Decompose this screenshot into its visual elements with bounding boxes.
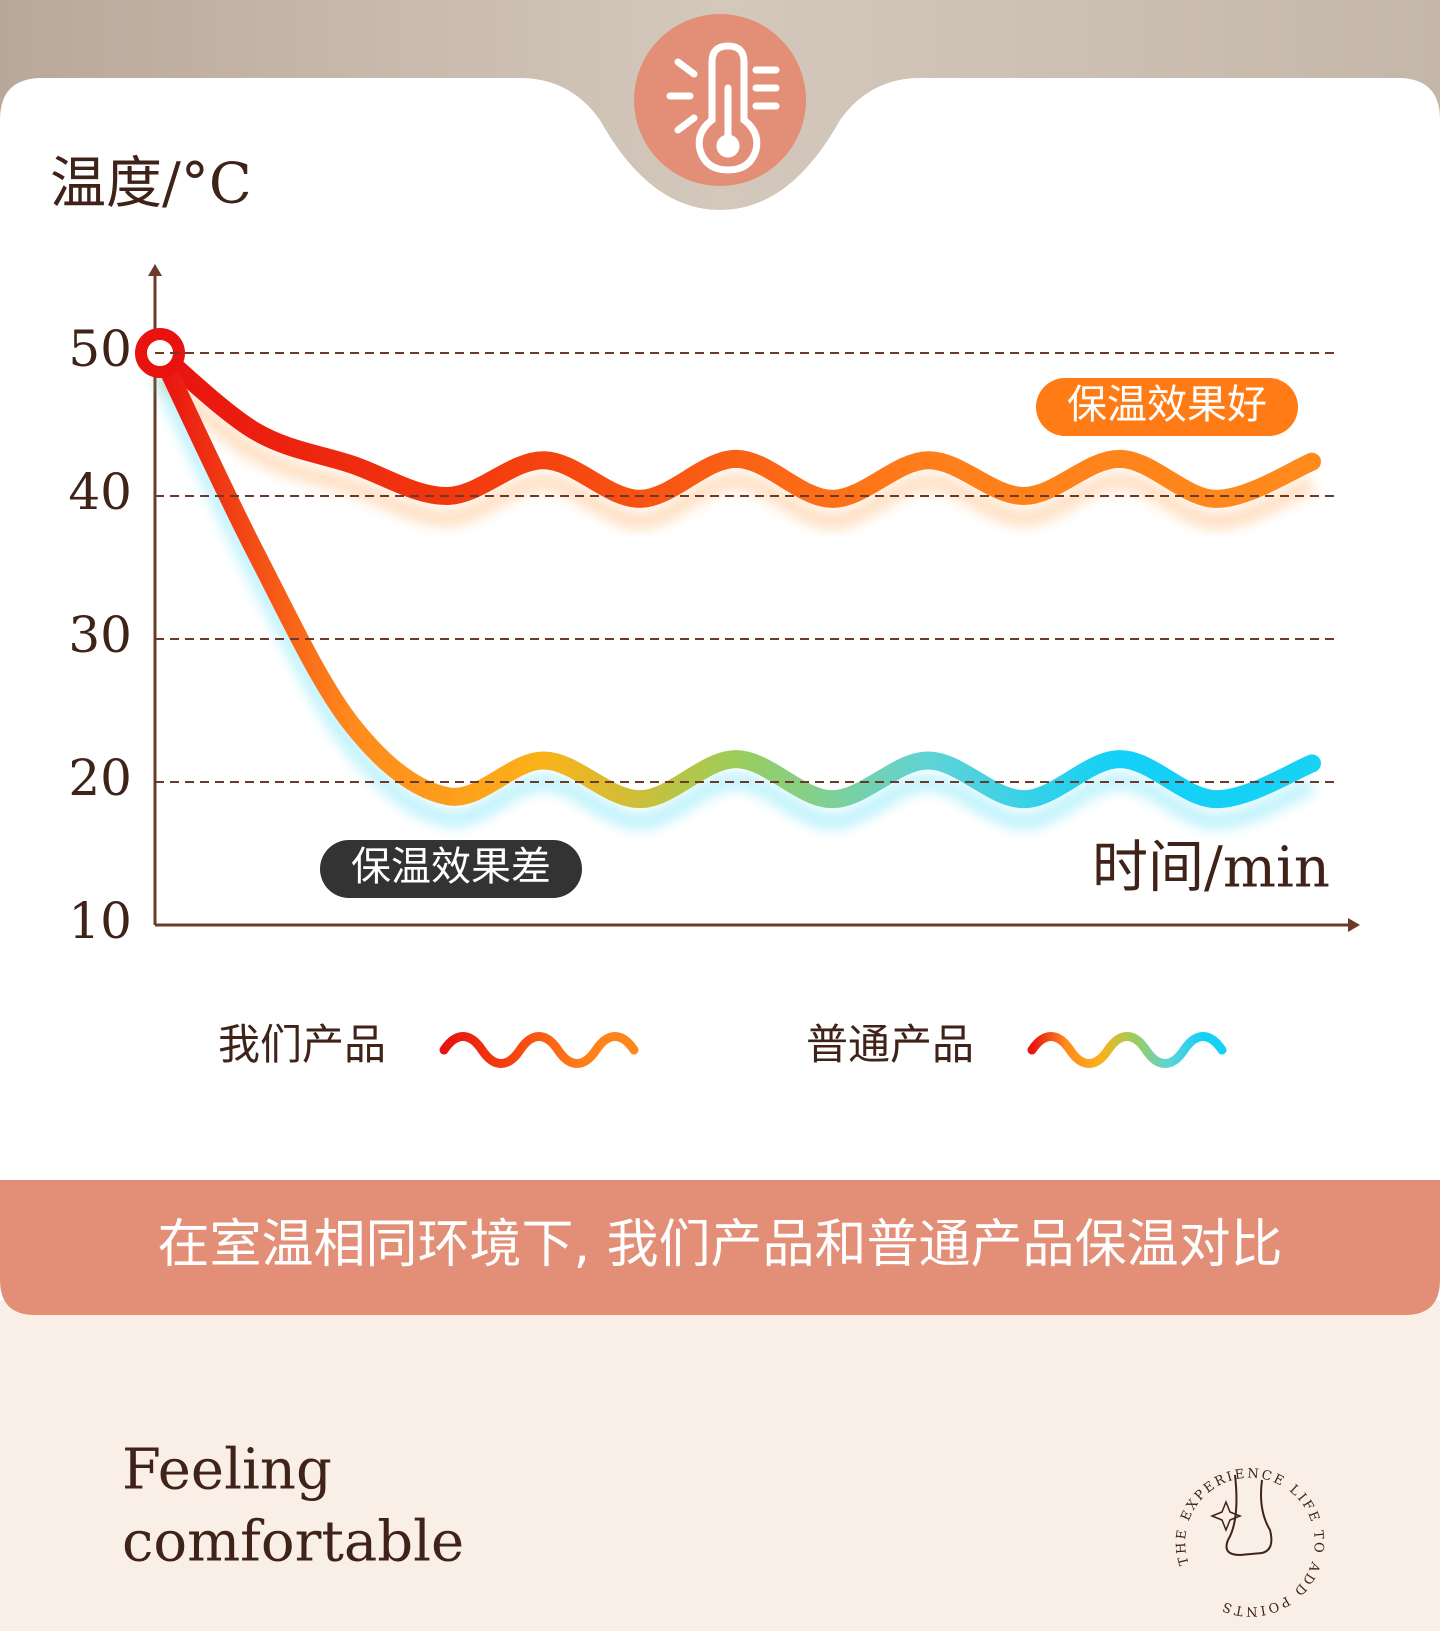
footer-line: comfortable (122, 1510, 464, 1575)
banner-bg (0, 1180, 1440, 1315)
annotation: 保温效果好 (1067, 382, 1267, 428)
foot-icon (1225, 1474, 1273, 1557)
y-tick-label: 30 (68, 606, 132, 664)
y-axis-label: 温度/°C (50, 152, 252, 217)
legend-label: 我们产品 (218, 1020, 386, 1069)
card (0, 78, 1440, 1200)
icon-circle (634, 14, 806, 186)
line (151, 344, 1321, 508)
line-glow (154, 368, 1316, 530)
footer-bg (0, 1300, 1440, 1631)
annotation-bg (320, 840, 582, 898)
banner-text: 在室温相同环境下, 我们产品和普通产品保温对比 (157, 1215, 1282, 1275)
thermometer-icon (666, 42, 780, 174)
y-axis-arrow (148, 264, 162, 276)
x-axis-arrow (1348, 918, 1360, 932)
y-tick-label: 20 (68, 749, 132, 807)
annotation-bg (1036, 378, 1298, 436)
y-tick-label: 40 (68, 463, 132, 521)
legend-label: 普通产品 (806, 1020, 974, 1069)
line (151, 344, 1321, 809)
legend-swatch (439, 1032, 639, 1068)
annotation: 保温效果差 (351, 844, 551, 890)
y-tick-label: 10 (68, 892, 132, 950)
y-tick-label: 50 (68, 320, 132, 378)
legend-swatch (1027, 1032, 1227, 1068)
footer-line: Feeling (122, 1438, 332, 1503)
x-axis-label: 时间/min (1092, 836, 1330, 901)
sparkle-icon (1209, 1499, 1243, 1533)
